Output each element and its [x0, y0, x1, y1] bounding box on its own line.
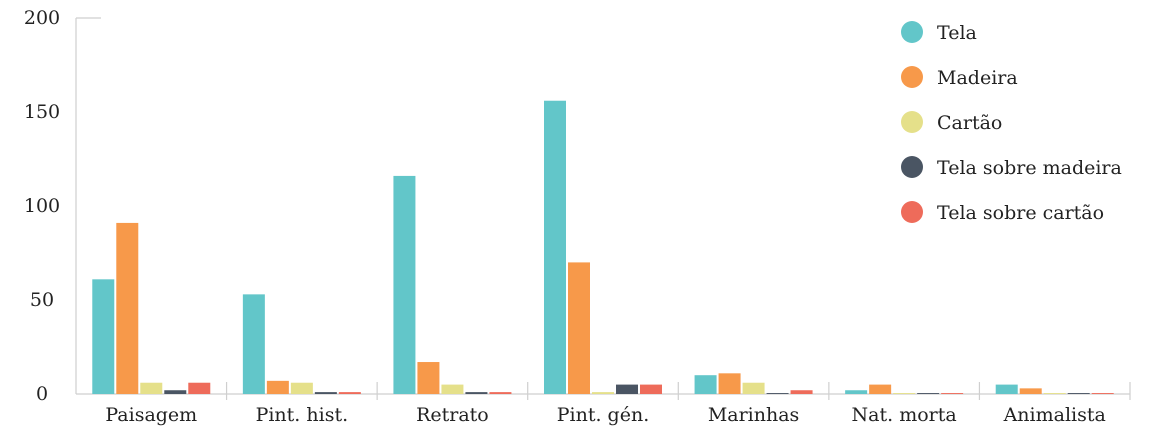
- y-tick-label: 50: [30, 289, 54, 311]
- bar: [1043, 393, 1066, 394]
- legend-marker: [901, 21, 923, 43]
- bar: [116, 222, 139, 394]
- legend-label: Cartão: [937, 112, 1002, 134]
- bar: [1091, 393, 1114, 394]
- bar: [995, 384, 1018, 394]
- legend-marker: [901, 111, 923, 133]
- bar: [266, 380, 289, 394]
- bar: [917, 393, 940, 394]
- bar: [742, 382, 765, 394]
- bar: [465, 392, 488, 394]
- x-category-label: Animalista: [1003, 404, 1106, 426]
- bar: [417, 362, 440, 394]
- legend-label: Tela sobre madeira: [937, 157, 1122, 179]
- bar: [845, 390, 868, 394]
- x-category-label: Pint. gén.: [557, 404, 650, 426]
- legend-label: Madeira: [937, 67, 1018, 89]
- x-category-label: Marinhas: [708, 404, 800, 426]
- x-category-label: Pint. hist.: [256, 404, 349, 426]
- y-axis-labels: 0 50 100 150 200: [24, 7, 60, 405]
- bar: [314, 392, 337, 394]
- x-axis-labels: Paisagem Pint. hist. Retrato Pint. gén. Mari…: [105, 404, 1105, 426]
- bar: [338, 392, 361, 394]
- legend-marker: [901, 201, 923, 223]
- bar: [1067, 393, 1090, 394]
- bar: [290, 382, 313, 394]
- y-tick-label: 100: [24, 195, 60, 217]
- bar: [718, 373, 741, 394]
- bar: [616, 384, 638, 394]
- bar: [544, 100, 566, 394]
- legend: Tela Madeira Cartão Tela sobre madeira Tela …: [901, 21, 1122, 224]
- bar: [188, 382, 211, 394]
- bar: [1019, 388, 1042, 394]
- bars: [92, 100, 1114, 394]
- bar: [92, 279, 115, 394]
- bar: [640, 384, 662, 394]
- bar: [140, 382, 163, 394]
- bar: [941, 393, 964, 394]
- bar: [393, 175, 416, 394]
- bar: [568, 262, 590, 394]
- legend-label: Tela: [937, 22, 977, 44]
- x-category-label: Paisagem: [105, 404, 197, 426]
- bar: [489, 392, 512, 394]
- y-tick-label: 200: [24, 7, 60, 29]
- legend-label: Tela sobre cartão: [937, 202, 1104, 224]
- bar: [766, 393, 789, 394]
- y-tick-label: 0: [36, 383, 48, 405]
- legend-marker: [901, 66, 923, 88]
- bar: [441, 384, 464, 394]
- bar: [242, 294, 265, 394]
- x-category-label: Nat. morta: [852, 404, 957, 426]
- bar: [164, 390, 187, 394]
- bar: [893, 393, 916, 394]
- bar: [790, 390, 813, 394]
- bar: [694, 375, 717, 394]
- x-category-label: Retrato: [416, 404, 489, 426]
- legend-marker: [901, 156, 923, 178]
- y-tick-label: 150: [24, 101, 60, 123]
- bar: [592, 392, 614, 394]
- bar: [869, 384, 892, 394]
